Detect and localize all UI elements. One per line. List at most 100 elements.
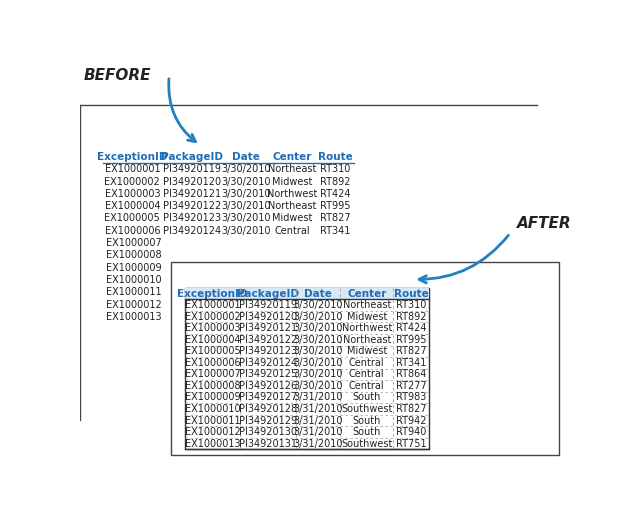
Text: 3/30/2010: 3/30/2010: [221, 201, 271, 211]
Text: PI34920121: PI34920121: [163, 189, 221, 199]
Text: PI34920127: PI34920127: [239, 393, 298, 402]
Text: Northeast: Northeast: [342, 300, 391, 310]
Text: 3/30/2010: 3/30/2010: [294, 312, 343, 322]
Text: 3/31/2010: 3/31/2010: [294, 439, 343, 449]
Text: ExceptionID: ExceptionID: [97, 152, 168, 162]
Bar: [172, 262, 559, 455]
Text: RT827: RT827: [396, 347, 426, 356]
Text: EX1000003: EX1000003: [104, 189, 160, 199]
Text: EX1000001: EX1000001: [104, 164, 160, 174]
Text: Northeast: Northeast: [268, 164, 317, 174]
Text: Central: Central: [275, 226, 310, 236]
Text: South: South: [353, 415, 381, 426]
Text: 3/31/2010: 3/31/2010: [294, 404, 343, 414]
Text: Midwest: Midwest: [272, 213, 312, 223]
Text: EX1000005: EX1000005: [104, 213, 160, 223]
FancyArrowPatch shape: [169, 79, 195, 142]
Text: 3/30/2010: 3/30/2010: [294, 347, 343, 356]
Text: PI34920131: PI34920131: [239, 439, 298, 449]
Text: PI34920122: PI34920122: [163, 201, 221, 211]
Text: PI34920129: PI34920129: [239, 415, 298, 426]
Text: PI34920119: PI34920119: [239, 300, 298, 310]
Text: EX1000002: EX1000002: [104, 177, 160, 186]
FancyArrowPatch shape: [419, 235, 508, 283]
Text: South: South: [353, 393, 381, 402]
Text: EX1000002: EX1000002: [185, 312, 241, 322]
Text: 3/30/2010: 3/30/2010: [294, 300, 343, 310]
Bar: [184, 288, 429, 450]
Text: EX1000006: EX1000006: [185, 358, 241, 368]
Text: Date: Date: [232, 152, 260, 162]
Text: PI34920123: PI34920123: [239, 347, 298, 356]
Text: PI34920120: PI34920120: [163, 177, 221, 186]
Text: Midwest: Midwest: [347, 312, 387, 322]
Text: EX1000007: EX1000007: [106, 238, 162, 248]
Text: EX1000011: EX1000011: [185, 415, 241, 426]
Text: EX1000007: EX1000007: [185, 369, 241, 379]
Text: EX1000006: EX1000006: [104, 226, 160, 236]
Text: RT277: RT277: [396, 381, 426, 391]
Text: EX1000009: EX1000009: [185, 393, 241, 402]
Text: RT424: RT424: [396, 323, 426, 333]
Text: RT892: RT892: [320, 177, 350, 186]
Text: RT942: RT942: [396, 415, 426, 426]
Text: ExceptionID: ExceptionID: [177, 289, 248, 298]
Text: PI34920120: PI34920120: [239, 312, 298, 322]
Text: EX1000008: EX1000008: [185, 381, 241, 391]
Text: EX1000003: EX1000003: [185, 323, 241, 333]
Text: EX1000001: EX1000001: [185, 300, 241, 310]
Text: Date: Date: [305, 289, 332, 298]
Text: PI34920126: PI34920126: [239, 381, 298, 391]
Text: EX1000005: EX1000005: [185, 347, 241, 356]
Text: Center: Center: [347, 289, 387, 298]
Text: RT310: RT310: [320, 164, 350, 174]
Text: RT995: RT995: [320, 201, 350, 211]
Text: Midwest: Midwest: [347, 347, 387, 356]
Text: 3/30/2010: 3/30/2010: [294, 323, 343, 333]
Text: RT751: RT751: [396, 439, 426, 449]
Text: 3/31/2010: 3/31/2010: [294, 415, 343, 426]
Text: 3/30/2010: 3/30/2010: [221, 164, 271, 174]
Text: AFTER: AFTER: [516, 217, 572, 232]
Text: PackageID: PackageID: [237, 289, 300, 298]
Text: PI34920123: PI34920123: [163, 213, 221, 223]
Text: RT341: RT341: [396, 358, 426, 368]
Text: PackageID: PackageID: [161, 152, 223, 162]
Text: 3/30/2010: 3/30/2010: [294, 335, 343, 345]
Text: EX1000012: EX1000012: [185, 427, 241, 437]
Text: RT341: RT341: [320, 226, 350, 236]
Text: EX1000004: EX1000004: [185, 335, 241, 345]
Text: EX1000010: EX1000010: [106, 275, 162, 285]
Text: 3/30/2010: 3/30/2010: [221, 189, 271, 199]
Text: 3/31/2010: 3/31/2010: [294, 427, 343, 437]
Text: 3/30/2010: 3/30/2010: [221, 213, 271, 223]
Text: 3/31/2010: 3/31/2010: [294, 393, 343, 402]
Text: Southwest: Southwest: [341, 404, 392, 414]
Text: EX1000013: EX1000013: [185, 439, 241, 449]
Text: 3/30/2010: 3/30/2010: [221, 226, 271, 236]
Text: EX1000009: EX1000009: [106, 263, 162, 273]
Text: EX1000004: EX1000004: [104, 201, 160, 211]
Text: Midwest: Midwest: [272, 177, 312, 186]
Text: Center: Center: [273, 152, 312, 162]
Text: Central: Central: [349, 381, 385, 391]
Text: RT892: RT892: [396, 312, 426, 322]
Text: EX1000012: EX1000012: [106, 300, 162, 310]
Text: Route: Route: [394, 289, 428, 298]
Text: Northeast: Northeast: [342, 335, 391, 345]
Text: Northeast: Northeast: [268, 201, 317, 211]
Text: PI34920128: PI34920128: [239, 404, 298, 414]
Text: Northwest: Northwest: [342, 323, 392, 333]
Text: PI34920121: PI34920121: [239, 323, 298, 333]
Text: PI34920122: PI34920122: [239, 335, 298, 345]
Text: RT983: RT983: [396, 393, 426, 402]
Text: 3/30/2010: 3/30/2010: [221, 177, 271, 186]
Text: Central: Central: [349, 358, 385, 368]
Text: EX1000013: EX1000013: [106, 312, 162, 322]
Text: PI34920119: PI34920119: [163, 164, 221, 174]
Text: BEFORE: BEFORE: [84, 68, 152, 83]
Text: RT864: RT864: [396, 369, 426, 379]
Text: EX1000008: EX1000008: [106, 250, 162, 261]
Text: RT827: RT827: [396, 404, 426, 414]
Text: EX1000010: EX1000010: [185, 404, 241, 414]
